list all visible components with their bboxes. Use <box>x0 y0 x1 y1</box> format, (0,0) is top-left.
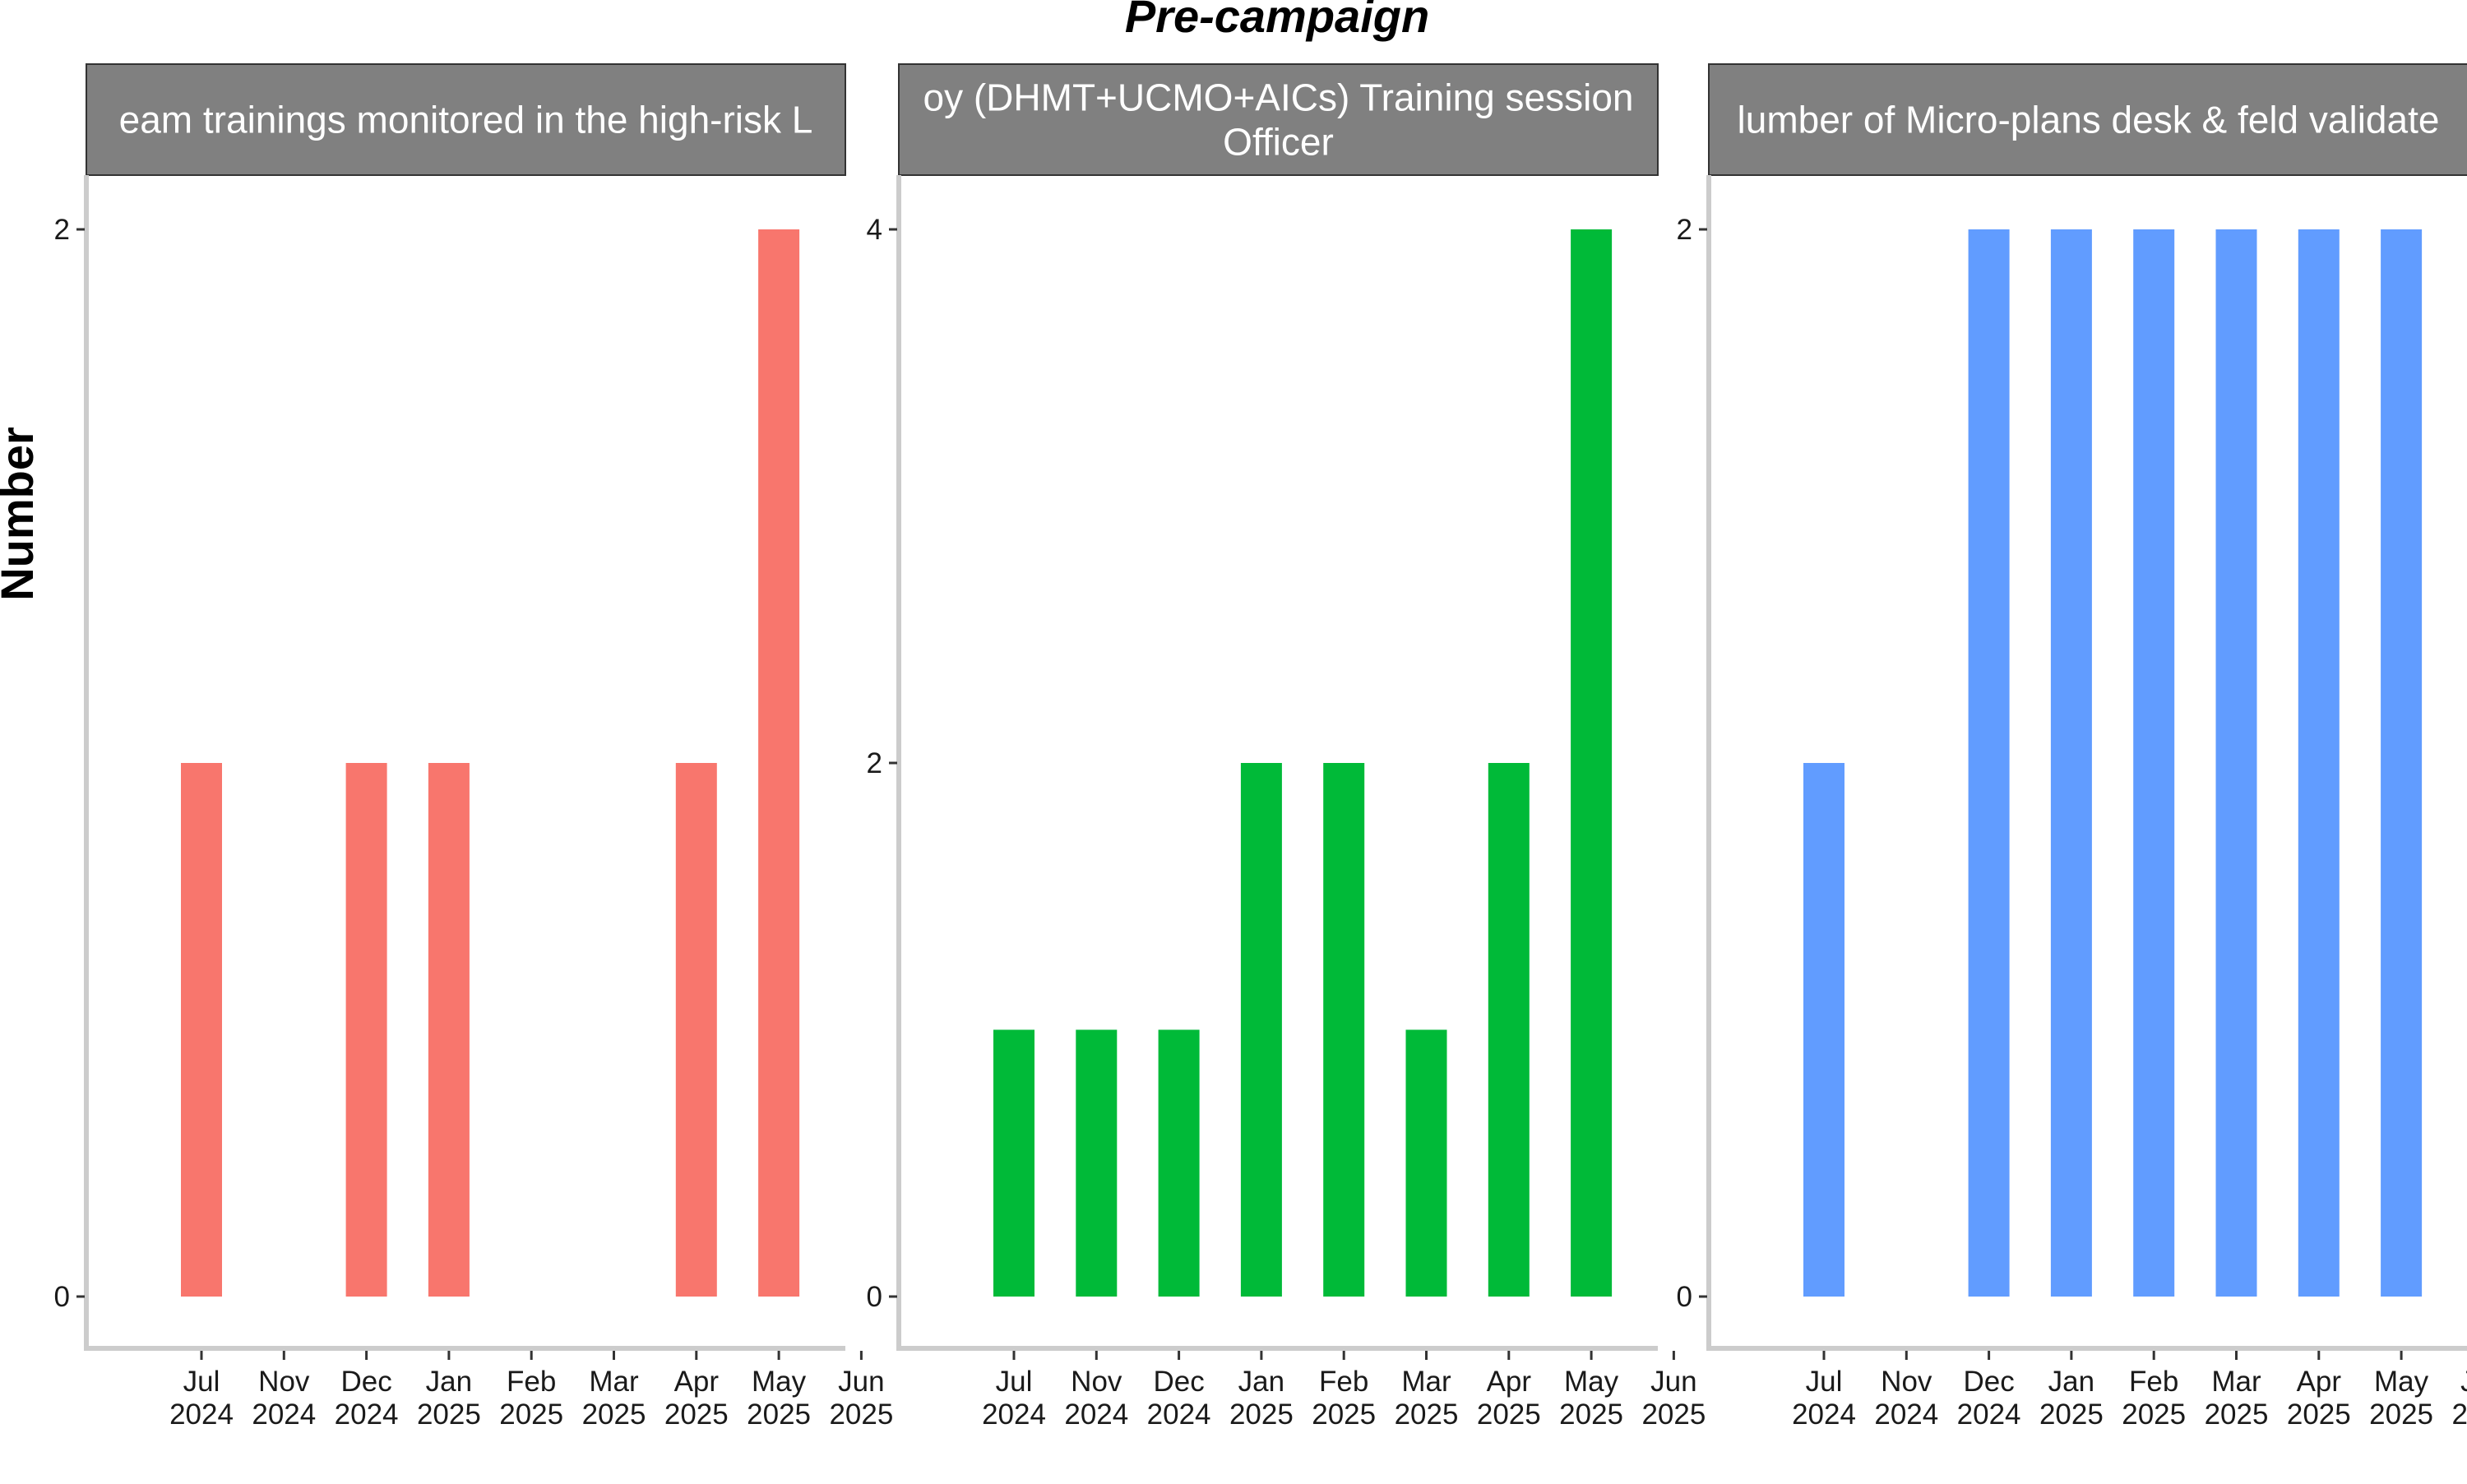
x-tick-label: Jan 2025 <box>1229 1366 1294 1431</box>
x-tick-label: Dec 2024 <box>1957 1366 2021 1431</box>
y-tick-label: 2 <box>54 214 70 246</box>
facet-panel-3: lumber of Micro-plans desk & feld valida… <box>1677 63 2467 1431</box>
x-tick-label: Jan 2025 <box>417 1366 481 1431</box>
x-tick-label: Jul 2024 <box>1792 1366 1856 1431</box>
facet-label: eam trainings monitored in the high-risk… <box>119 99 813 141</box>
bar-dec-2024 <box>345 763 387 1297</box>
x-tick-label: Apr 2025 <box>1477 1366 1541 1431</box>
facet-label: Officer <box>1223 121 1334 164</box>
bar-apr-2025 <box>1488 763 1530 1297</box>
chart-title: Pre-campaign <box>1125 0 1429 42</box>
x-tick-label: Jul 2024 <box>169 1366 234 1431</box>
x-tick-label: May 2025 <box>747 1366 811 1431</box>
x-tick-label: Feb 2025 <box>1312 1366 1376 1431</box>
bar-apr-2025 <box>675 763 717 1297</box>
x-tick-label: Dec 2024 <box>1147 1366 1211 1431</box>
x-tick-label: Apr 2025 <box>664 1366 729 1431</box>
x-tick-label: Jul 2024 <box>982 1366 1046 1431</box>
x-tick-label: Nov 2024 <box>252 1366 316 1431</box>
y-tick-label: 0 <box>1677 1281 1692 1313</box>
y-tick-label: 4 <box>867 214 882 246</box>
bar-mar-2025 <box>2215 229 2257 1297</box>
facet-label: lumber of Micro-plans desk & feld valida… <box>1738 99 2440 141</box>
bar-nov-2024 <box>1076 1029 1118 1297</box>
x-tick-label: Mar 2025 <box>582 1366 646 1431</box>
x-tick-label: May 2025 <box>1559 1366 1623 1431</box>
bar-may-2025 <box>1571 229 1613 1297</box>
bar-jul-2024 <box>181 763 222 1297</box>
bar-jul-2024 <box>993 1029 1034 1297</box>
bar-dec-2024 <box>1968 229 2010 1297</box>
facet-label: oy (DHMT+UCMO+AICs) Training session <box>923 76 1634 119</box>
facet-panel-2: oy (DHMT+UCMO+AICs) Training sessionOffi… <box>867 63 1706 1431</box>
y-tick-label: 0 <box>54 1281 70 1313</box>
y-axis-label: Number <box>0 427 43 601</box>
y-tick-label: 2 <box>1677 214 1692 246</box>
bar-may-2025 <box>2381 229 2423 1297</box>
x-tick-label: Feb 2025 <box>2122 1366 2186 1431</box>
x-tick-label: Mar 2025 <box>1395 1366 1459 1431</box>
facet-strip <box>86 63 846 176</box>
x-tick-label: Nov 2024 <box>1874 1366 1938 1431</box>
x-tick-label: Mar 2025 <box>2205 1366 2269 1431</box>
bar-jul-2024 <box>1803 763 1844 1297</box>
bar-mar-2025 <box>1405 1029 1447 1297</box>
bar-jan-2025 <box>2050 229 2092 1297</box>
y-tick-label: 2 <box>867 747 882 779</box>
x-tick-label: Feb 2025 <box>499 1366 563 1431</box>
x-tick-label: Dec 2024 <box>335 1366 399 1431</box>
bar-apr-2025 <box>2298 229 2340 1297</box>
bar-jan-2025 <box>1240 763 1282 1297</box>
y-tick-label: 0 <box>867 1281 882 1313</box>
bar-may-2025 <box>758 229 800 1297</box>
bar-feb-2025 <box>1323 763 1365 1297</box>
facet-strip <box>1708 63 2467 176</box>
facet-panel-1: eam trainings monitored in the high-risk… <box>54 63 893 1431</box>
bar-feb-2025 <box>2133 229 2175 1297</box>
bar-dec-2024 <box>1158 1029 1200 1297</box>
x-tick-label: Jan 2025 <box>2039 1366 2104 1431</box>
bar-jan-2025 <box>428 763 470 1297</box>
facet-strip <box>898 63 1659 176</box>
x-tick-label: Apr 2025 <box>2287 1366 2351 1431</box>
x-tick-label: Nov 2024 <box>1064 1366 1128 1431</box>
facets: eam trainings monitored in the high-risk… <box>54 63 2467 1431</box>
x-tick-label: May 2025 <box>2369 1366 2433 1431</box>
